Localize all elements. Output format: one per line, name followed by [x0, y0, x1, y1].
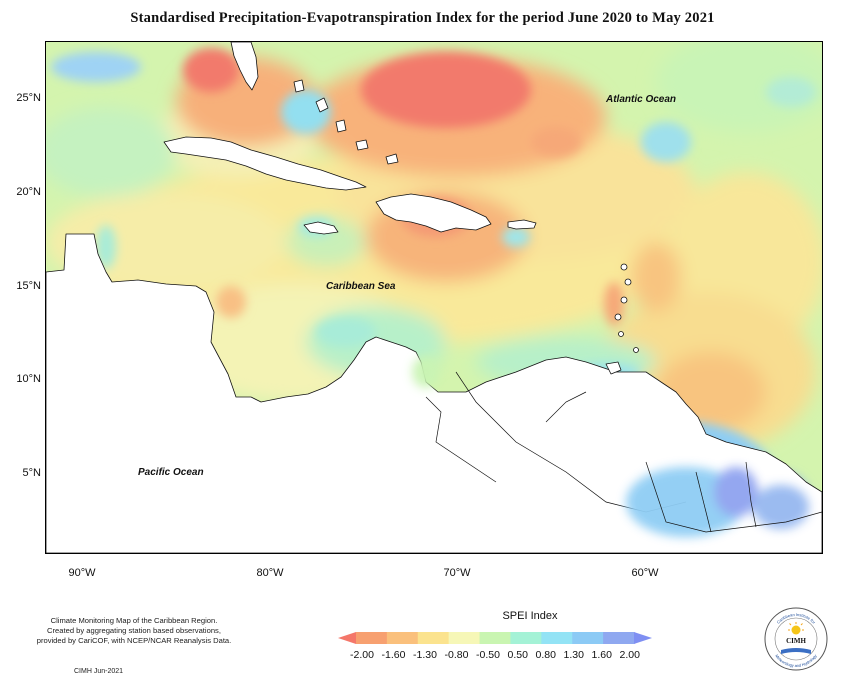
credits-text: Climate Monitoring Map of the Caribbean …: [24, 616, 244, 646]
legend-tick: 0.80: [535, 649, 556, 661]
caribbean-sea-label: Caribbean Sea: [326, 281, 396, 292]
legend-tick-labels: -2.00 -1.60 -1.30 -0.80 -0.50 0.50 0.80 …: [350, 649, 640, 661]
map-title: Standardised Precipitation-Evapotranspir…: [130, 10, 715, 26]
legend-tick: 0.50: [507, 649, 528, 661]
legend-tick: -0.80: [444, 649, 469, 661]
legend-cell: [338, 632, 356, 644]
lon-label-60: 60°W: [631, 567, 659, 579]
credits-line-3: provided by CariCOF, with NCEP/NCAR Rean…: [36, 636, 232, 645]
legend-tick: -1.60: [381, 649, 406, 661]
legend-tick: 1.30: [563, 649, 584, 661]
legend-tick: -0.50: [476, 649, 500, 661]
legend-tick: 2.00: [619, 649, 640, 661]
legend-cell: [510, 632, 542, 644]
legend-tick: 1.60: [591, 649, 612, 661]
pacific-ocean-label: Pacific Ocean: [138, 467, 204, 478]
legend-cell: [417, 632, 450, 644]
lat-label-10: 10°N: [16, 373, 41, 385]
atlantic-ocean-label: Atlantic Ocean: [606, 94, 677, 105]
legend-cell: [479, 632, 511, 644]
legend-cell: [386, 632, 419, 644]
legend-tick: -1.30: [413, 649, 437, 661]
credits-line-2: Created by aggregating station based obs…: [47, 626, 221, 635]
lon-label-80: 80°W: [256, 567, 284, 579]
lat-label-15: 15°N: [16, 280, 41, 292]
lat-label-5: 5°N: [22, 467, 41, 479]
legend-cell: [634, 632, 652, 644]
wave-icon: [781, 648, 811, 654]
spei-field: [46, 42, 822, 553]
logo-name: CIMH: [786, 637, 806, 645]
legend-cell: [603, 632, 635, 644]
legend-cell: [448, 632, 481, 644]
lon-label-90: 90°W: [68, 567, 96, 579]
legend-cell: [356, 632, 388, 644]
credits-line-1: Climate Monitoring Map of the Caribbean …: [50, 616, 218, 625]
lat-label-25: 25°N: [16, 92, 41, 104]
legend-colorbar: [338, 632, 652, 644]
legend-title: SPEI Index: [502, 610, 558, 622]
lon-label-70: 70°W: [443, 567, 471, 579]
legend-cell: [572, 632, 604, 644]
legend-cell: [541, 632, 573, 644]
spei-map: [45, 41, 823, 554]
legend-tick: -2.00: [350, 649, 374, 661]
credits-stamp: CIMH Jun-2021: [74, 668, 124, 675]
lat-label-20: 20°N: [16, 186, 41, 198]
sun-icon: [788, 622, 804, 635]
cimh-logo: CIMH Caribbean Institute for Meteorology…: [764, 607, 828, 671]
